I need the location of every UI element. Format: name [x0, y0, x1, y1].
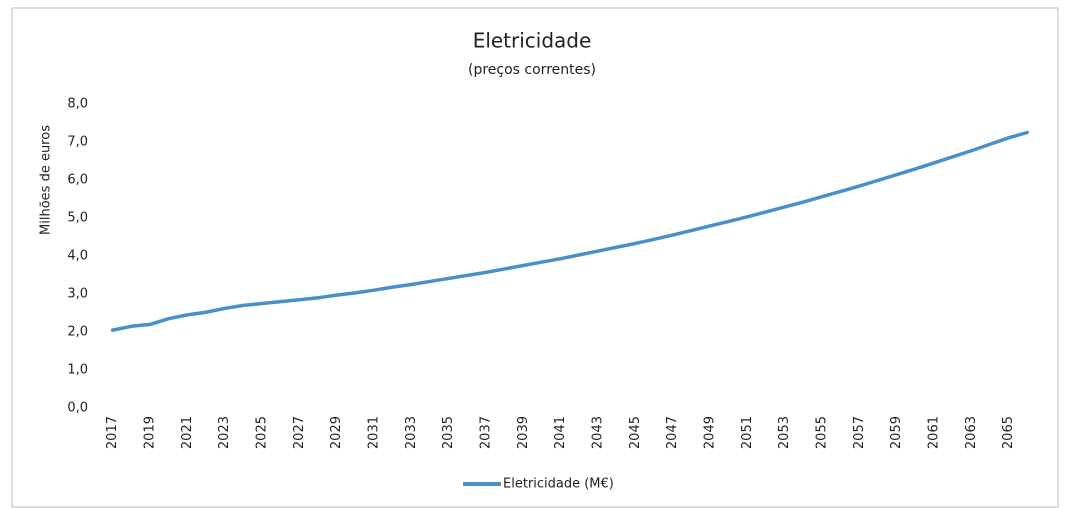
x-tick-label: 2051 — [740, 416, 755, 449]
x-tick-label: 2047 — [665, 416, 680, 449]
y-tick-label: 4,0 — [67, 249, 88, 264]
x-tick-label: 2025 — [255, 416, 270, 449]
x-tick-label: 2035 — [441, 416, 456, 449]
chart-frame — [11, 7, 1059, 508]
x-tick-label: 2039 — [516, 416, 531, 449]
y-tick-label: 0,0 — [67, 401, 88, 416]
y-tick-label: 2,0 — [67, 325, 88, 340]
x-tick-label: 2043 — [591, 416, 606, 449]
x-tick-label: 2023 — [217, 416, 232, 449]
x-tick-label: 2031 — [367, 416, 382, 449]
series-line — [110, 130, 1030, 332]
x-tick-label: 2063 — [964, 416, 979, 449]
x-tick-label: 2037 — [479, 416, 494, 449]
y-tick-label: 6,0 — [67, 173, 88, 188]
y-tick-label: 5,0 — [67, 211, 88, 226]
y-tick-label: 3,0 — [67, 287, 88, 302]
x-tick-label: 2019 — [143, 416, 158, 449]
x-tick-label: 2061 — [927, 416, 942, 449]
x-tick-label: 2021 — [180, 416, 195, 449]
x-tick-label: 2055 — [815, 416, 830, 449]
legend-label: Eletricidade (M€) — [503, 477, 614, 492]
x-tick-label: 2049 — [703, 416, 718, 449]
x-tick-label: 2045 — [628, 416, 643, 449]
y-tick-label: 7,0 — [67, 135, 88, 150]
x-tick-label: 2027 — [292, 416, 307, 449]
x-tick-label: 2033 — [404, 416, 419, 449]
x-tick-label: 2057 — [852, 416, 867, 449]
x-tick-label: 2059 — [889, 416, 904, 449]
x-tick-label: 2041 — [553, 416, 568, 449]
y-tick-label: 1,0 — [67, 363, 88, 378]
y-axis-label: Milhões de euros — [39, 125, 54, 235]
chart-title: Eletricidade — [473, 29, 592, 53]
y-tick-label: 8,0 — [67, 97, 88, 112]
x-tick-label: 2017 — [105, 416, 120, 449]
x-tick-label: 2029 — [329, 416, 344, 449]
chart-subtitle: (preços correntes) — [468, 62, 596, 78]
x-tick-label: 2053 — [777, 416, 792, 449]
x-tick-label: 2065 — [1001, 416, 1016, 449]
